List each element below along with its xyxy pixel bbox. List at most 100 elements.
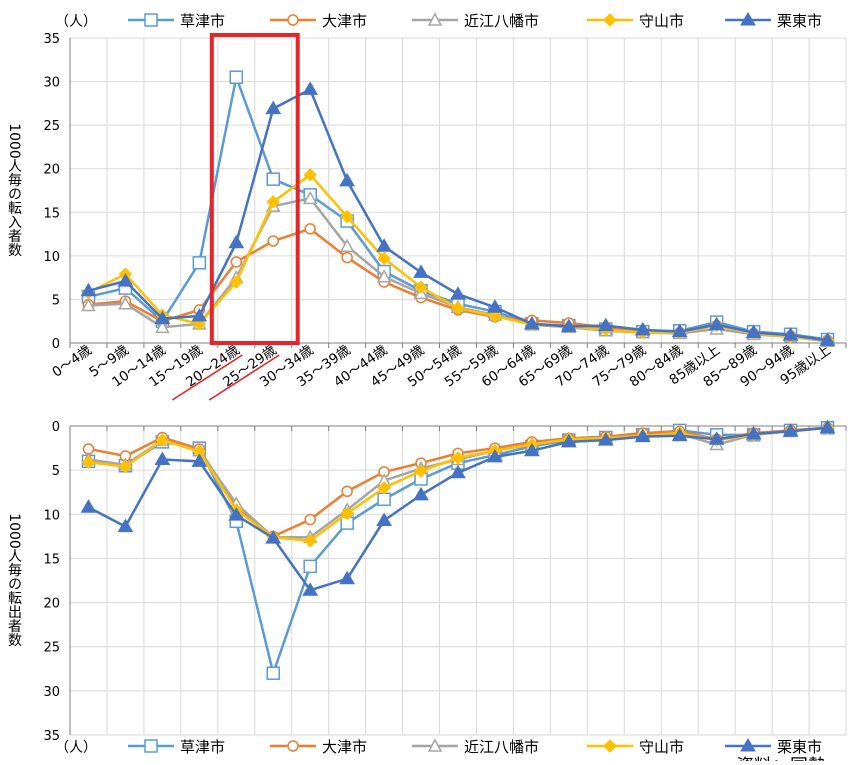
outflow-y-axis-title: 1000人毎の転出者数 — [6, 513, 22, 647]
outflow-point-草津市 — [303, 559, 317, 574]
outflow-legend-label: 守山市 — [639, 738, 684, 756]
outflow-point-栗東市 — [450, 464, 466, 479]
outflow-ytick-label: 35 — [43, 729, 60, 744]
outflow-legend-point-守山市 — [603, 739, 617, 753]
outflow-point-栗東市 — [560, 433, 577, 448]
inflow-point-近江八幡市 — [155, 319, 170, 334]
outflow-ytick-label: 0 — [52, 420, 60, 435]
inflow-point-栗東市 — [487, 299, 503, 313]
outflow-ytick-label: 15 — [43, 552, 60, 567]
inflow-point-守山市 — [303, 168, 317, 182]
inflow-ytick-label: 15 — [43, 206, 60, 221]
outflow-point-栗東市 — [745, 425, 762, 440]
inflow-point-大津市 — [267, 235, 279, 247]
highlight-underline — [208, 354, 280, 401]
outflow-point-守山市 — [118, 459, 133, 474]
outflow-point-栗東市 — [191, 453, 208, 467]
inflow-legend-label: 栗東市 — [777, 12, 822, 30]
inflow-point-栗東市 — [597, 317, 614, 332]
inflow-legend-point-栗東市 — [740, 12, 756, 26]
highlight-underline — [171, 354, 243, 401]
inflow-point-近江八幡市 — [118, 296, 133, 310]
highlight-box — [209, 33, 300, 345]
inflow-point-守山市 — [229, 275, 243, 289]
outflow-point-栗東市 — [339, 570, 356, 585]
inflow-legend-label: 大津市 — [322, 12, 367, 30]
outflow-legend: （人） 草津市 大津市 近江八幡市 守山市 栗東市 — [55, 738, 822, 756]
inflow-legend-point-大津市 — [287, 14, 299, 26]
outflow-ytick-label: 10 — [43, 508, 60, 523]
outflow-point-栗東市 — [80, 499, 97, 513]
inflow-point-栗東市 — [524, 315, 540, 330]
inflow-point-栗東市 — [634, 321, 651, 336]
inflow-point-栗東市 — [265, 100, 282, 115]
inflow-point-栗東市 — [671, 323, 688, 338]
outflow-point-守山市 — [414, 464, 428, 478]
outflow-point-栗東市 — [819, 419, 836, 434]
inflow-point-守山市 — [340, 209, 354, 224]
inflow-legend: （人） 草津市 大津市 近江八幡市 守山市 栗東市 — [55, 12, 822, 30]
outflow-legend-label: 近江八幡市 — [464, 738, 539, 756]
outflow-point-草津市 — [266, 666, 280, 680]
inflow-y-axis-title: 1000人毎の転入者数 — [6, 123, 22, 257]
inflow-point-守山市 — [377, 251, 391, 266]
outflow-legend-point-草津市 — [144, 739, 158, 753]
outflow-legend-point-大津市 — [287, 740, 299, 752]
inflow-legend-point-草津市 — [144, 13, 158, 27]
outflow-legend-label: 栗東市 — [777, 738, 822, 756]
inflow-ytick-label: 25 — [43, 119, 60, 134]
inflow-point-栗東市 — [376, 238, 392, 252]
outflow-point-栗東市 — [671, 427, 688, 442]
outflow-ytick-label: 30 — [43, 685, 60, 700]
inflow-point-栗東市 — [708, 316, 725, 331]
outflow-point-栗東市 — [154, 451, 171, 466]
inflow-ytick-label: 10 — [43, 250, 60, 265]
outflow-legend-label: 大津市 — [322, 738, 367, 756]
outflow-point-守山市 — [303, 534, 317, 548]
inflow-point-大津市 — [304, 223, 316, 235]
inflow-point-栗東市 — [413, 264, 429, 278]
inflow-point-大津市 — [341, 251, 353, 264]
inflow-point-栗東市 — [560, 318, 577, 332]
outflow-point-栗東市 — [302, 582, 319, 596]
inflow-point-近江八幡市 — [376, 269, 392, 283]
inflow-point-近江八幡市 — [81, 297, 96, 312]
inflow-point-草津市 — [266, 172, 280, 186]
outflow-point-栗東市 — [634, 428, 651, 443]
inflow-point-栗東市 — [782, 327, 799, 341]
outflow-point-栗東市 — [117, 518, 134, 533]
outflow-ytick-label: 20 — [43, 597, 60, 612]
outflow-point-栗東市 — [376, 512, 392, 526]
outflow-point-守山市 — [155, 433, 170, 447]
inflow-point-栗東市 — [745, 324, 762, 339]
inflow-ytick-label: 0 — [52, 337, 60, 352]
outflow-point-栗東市 — [708, 431, 725, 445]
inflow-point-草津市 — [229, 70, 244, 84]
source-note: 資料：国勢 — [736, 756, 826, 761]
inflow-point-近江八幡市 — [302, 190, 318, 205]
outflow-point-栗東市 — [265, 530, 282, 544]
outflow-point-栗東市 — [524, 442, 540, 457]
inflow-point-守山市 — [414, 280, 428, 294]
inflow-point-栗東市 — [819, 332, 836, 346]
inflow-point-近江八幡市 — [339, 238, 355, 253]
outflow-point-守山市 — [451, 451, 465, 465]
inflow-point-栗東市 — [339, 172, 356, 187]
outflow-point-守山市 — [377, 481, 391, 495]
inflow-ytick-label: 35 — [43, 32, 60, 47]
inflow-legend-point-近江八幡市 — [427, 12, 443, 26]
outflow-legend-label: 草津市 — [180, 738, 225, 756]
outflow-point-栗東市 — [487, 448, 503, 463]
outflow-legend-point-栗東市 — [740, 738, 756, 752]
inflow-point-大津市 — [230, 256, 243, 268]
inflow-ytick-label: 30 — [43, 76, 60, 91]
outflow-unit-label: （人） — [55, 740, 97, 756]
inflow-legend-point-守山市 — [603, 13, 617, 27]
x-category-labels: 0～4歳5～9歳10～14歳15～19歳20～24歳25～29歳30～34歳35… — [49, 342, 834, 401]
outflow-point-大津市 — [304, 513, 316, 526]
outflow-point-栗東市 — [228, 507, 245, 521]
inflow-point-草津市 — [192, 256, 207, 270]
outflow-ytick-label: 5 — [52, 464, 60, 479]
